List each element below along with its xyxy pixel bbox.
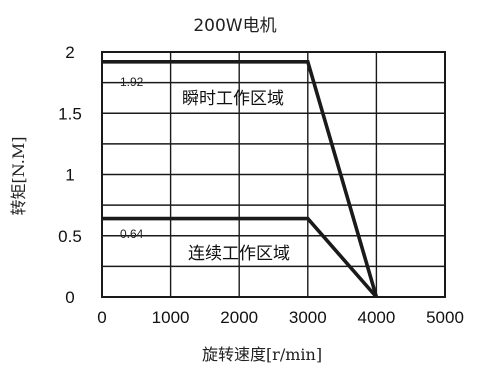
x-axis-ticks: 0 1000 2000 3000 4000 5000 [97,308,464,327]
y-tick-label: 2 [65,43,74,62]
plot-frame [101,51,446,298]
peak-region-label: 瞬时工作区域 [182,89,284,109]
x-tick-label: 0 [97,308,106,327]
x-tick-label: 5000 [426,308,464,327]
continuous-region-label: 连续工作区域 [188,244,290,264]
y-tick-label: 0.5 [58,227,82,246]
y-tick-label: 1.5 [58,104,82,123]
x-axis-label: 旋转速度[r/min] [202,345,322,364]
y-tick-label: 0 [65,288,74,307]
rated-torque-curve [102,216,378,299]
peak-torque-label: 1.92 [120,75,144,89]
rated-torque-label: 0.64 [120,227,144,241]
x-tick-label: 1000 [152,308,190,327]
x-tick-label: 4000 [357,308,395,327]
grid [102,52,445,297]
y-tick-label: 1 [65,166,74,185]
chart-title: 200W电机 [193,16,276,36]
y-axis-ticks: 0 0.5 1 1.5 2 [58,43,82,307]
x-tick-label: 3000 [289,308,327,327]
y-axis-label: 转矩[N.M] [9,137,28,216]
series-lines [102,59,379,299]
peak-torque-curve [102,59,379,298]
x-tick-label: 2000 [220,308,258,327]
